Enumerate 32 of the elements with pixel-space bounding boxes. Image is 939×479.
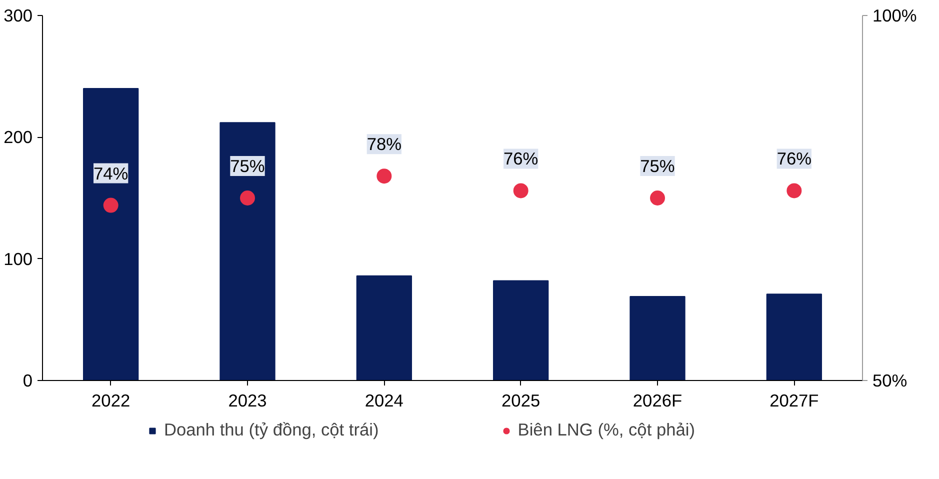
- data-label: 76%: [503, 148, 538, 169]
- x-tick-label: 2027F: [770, 390, 819, 410]
- data-label: 75%: [640, 156, 675, 176]
- point: [376, 168, 392, 184]
- legend-label: Doanh thu (tỷ đồng, cột trái): [164, 420, 379, 440]
- point: [513, 183, 528, 198]
- y-tick-label: 300: [4, 6, 33, 26]
- bar: [356, 275, 412, 380]
- x-tick-label: 2024: [364, 390, 404, 410]
- y2-tick-label: 100%: [872, 6, 917, 26]
- y-tick-label: 200: [4, 127, 33, 148]
- data-label: 78%: [366, 134, 402, 154]
- bar: [630, 296, 686, 380]
- point: [650, 190, 665, 206]
- point: [240, 190, 255, 206]
- bar: [766, 294, 822, 380]
- x-tick-label: 2023: [228, 390, 267, 410]
- x-tick-label: 2022: [92, 390, 130, 410]
- x-tick-label: 2026F: [632, 390, 682, 410]
- y-tick-label: 0: [22, 370, 33, 390]
- legend-label: Biên LNG (%, cột phải): [518, 420, 695, 440]
- data-label: 75%: [230, 156, 265, 176]
- bar: [220, 122, 276, 380]
- point: [103, 198, 118, 213]
- data-label: 74%: [93, 163, 128, 184]
- point: [786, 183, 802, 198]
- bar: [493, 280, 549, 380]
- x-tick-label: 2025: [502, 390, 540, 410]
- y2-tick-label: 50%: [872, 370, 908, 390]
- data-label: 76%: [776, 148, 812, 169]
- y-tick-label: 100: [4, 248, 33, 269]
- bar: [83, 88, 139, 380]
